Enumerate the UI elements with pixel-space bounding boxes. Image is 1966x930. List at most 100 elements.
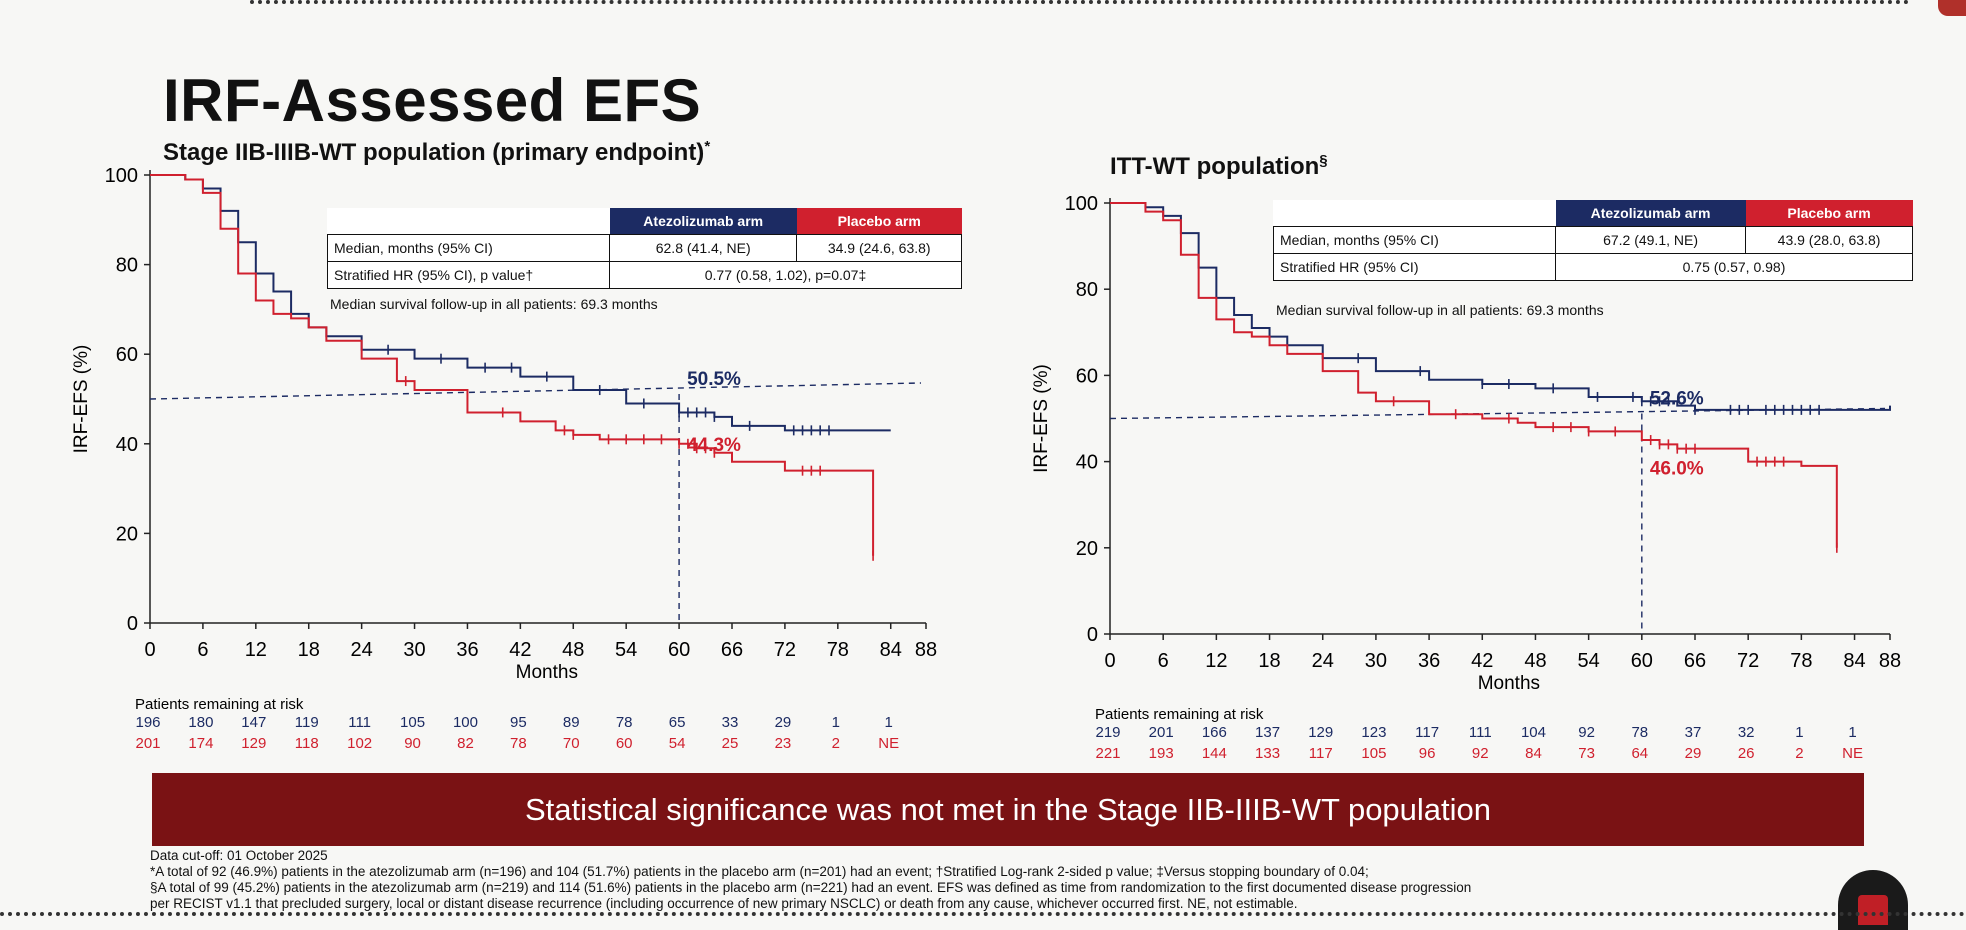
p0-at-risk-placebo-8: 70 — [563, 735, 580, 752]
p0-at-risk-atezo-7: 95 — [510, 714, 527, 731]
right-table-hr-label: Stratified HR (95% CI) — [1273, 253, 1556, 281]
p0-at-risk-atezo-4: 111 — [348, 714, 371, 731]
significance-banner: Statistical significance was not met in … — [152, 773, 1864, 846]
p0-y-axis-label: IRF-EFS (%) — [71, 345, 92, 454]
p1-at-risk-atezo-1: 201 — [1149, 724, 1174, 741]
p1-y-tick-label-60: 60 — [1076, 365, 1098, 387]
p0-at-risk-atezo-10: 65 — [669, 714, 686, 731]
right-table-placebo-header: Placebo arm — [1745, 200, 1913, 227]
p1-y-tick-label-80: 80 — [1076, 279, 1098, 301]
p0-x-tick-label-84: 84 — [880, 639, 902, 661]
p1-x-tick-label-42: 42 — [1471, 650, 1493, 672]
p0-median-ref-line — [149, 382, 922, 400]
right-table-median-placebo: 43.9 (28.0, 63.8) — [1745, 226, 1913, 254]
p0-x-tick-label-66: 66 — [721, 639, 743, 661]
footnote-datacut: Data cut-off: 01 October 2025 — [150, 848, 328, 863]
p1-at-risk-placebo-11: 29 — [1685, 745, 1702, 762]
p0-at-risk-placebo-11: 25 — [722, 735, 739, 752]
p1-median-ref-line — [1109, 407, 1886, 420]
p0-x-tick-label-48: 48 — [562, 639, 584, 661]
p0-x-tick-label-0: 0 — [144, 639, 155, 661]
p1-at-risk-atezo-5: 123 — [1361, 724, 1386, 741]
right-table-median-label: Median, months (95% CI) — [1273, 226, 1556, 254]
p0-placebo-curve — [150, 174, 875, 556]
p0-y-tick-label-40: 40 — [116, 434, 138, 456]
p0-x-tick-label-36: 36 — [456, 639, 478, 661]
p1-at-risk-atezo-7: 111 — [1469, 724, 1492, 741]
p1-x-tick-label-84: 84 — [1843, 650, 1865, 672]
p0-y-tick-label-0: 0 — [127, 613, 138, 635]
left-subtitle-mark: * — [704, 138, 711, 155]
p0-at-risk-atezo-1: 180 — [188, 714, 213, 731]
p1-at-risk-atezo-12: 32 — [1738, 724, 1755, 741]
left-subtitle-text: Stage IIB-IIIB-WT population (primary en… — [163, 139, 705, 166]
p0-placebo-60-label: 44.3% — [687, 435, 741, 456]
slide-title: IRF-Assessed EFS — [163, 67, 702, 134]
p1-x-tick-label-0: 0 — [1104, 650, 1115, 672]
p1-at-risk-label: Patients remaining at risk — [1095, 706, 1264, 723]
p1-at-risk-atezo-11: 37 — [1685, 724, 1702, 741]
left-table-hr-label: Stratified HR (95% CI), p value† — [327, 261, 610, 289]
p0-at-risk-placebo-0: 201 — [135, 735, 160, 752]
p1-y-tick-label-20: 20 — [1076, 538, 1098, 560]
p1-at-risk-placebo-5: 105 — [1361, 745, 1386, 762]
right-subtitle-mark: § — [1319, 152, 1328, 169]
p0-at-risk-atezo-0: 196 — [135, 714, 160, 731]
left-table-median-atezo: 62.8 (41.4, NE) — [608, 234, 798, 262]
p1-at-risk-placebo-10: 64 — [1631, 745, 1648, 762]
p0-x-tick-label-78: 78 — [827, 639, 849, 661]
p0-at-risk-placebo-14: NE — [878, 735, 899, 752]
p0-y-tick-label-100: 100 — [105, 165, 138, 187]
p0-x-tick-label-42: 42 — [509, 639, 531, 661]
p1-x-tick-label-24: 24 — [1312, 650, 1334, 672]
p1-at-risk-placebo-6: 96 — [1419, 745, 1436, 762]
p1-at-risk-placebo-0: 221 — [1095, 745, 1120, 762]
p0-at-risk-placebo-10: 54 — [669, 735, 686, 752]
p1-at-risk-atezo-9: 92 — [1578, 724, 1595, 741]
left-table-median-label: Median, months (95% CI) — [327, 234, 610, 262]
p1-at-risk-atezo-4: 129 — [1308, 724, 1333, 741]
p0-at-risk-atezo-5: 105 — [400, 714, 425, 731]
right-followup: Median survival follow-up in all patient… — [1276, 302, 1604, 318]
p1-y-tick-label-100: 100 — [1065, 193, 1098, 215]
p0-at-risk-placebo-3: 118 — [295, 735, 319, 752]
left-table-median-placebo: 34.9 (24.6, 63.8) — [796, 234, 962, 262]
p0-at-risk-placebo-5: 90 — [404, 735, 421, 752]
p1-atezo-60-label: 52.6% — [1650, 389, 1704, 410]
p1-x-tick-label-72: 72 — [1737, 650, 1759, 672]
bottom-dotted-border — [0, 912, 1966, 920]
p0-x-axis-label: Months — [516, 662, 578, 683]
footnotes: Data cut-off: 01 October 2025 *A total o… — [150, 848, 1800, 912]
p0-at-risk-atezo-11: 33 — [722, 714, 739, 731]
p0-at-risk-label: Patients remaining at risk — [135, 696, 304, 713]
p0-x-tick-label-72: 72 — [774, 639, 796, 661]
right-table-median-atezo: 67.2 (49.1, NE) — [1554, 226, 1747, 254]
p1-at-risk-atezo-6: 117 — [1415, 724, 1439, 741]
p0-at-risk-atezo-6: 100 — [453, 714, 478, 731]
presenter-avatar-shirt — [1858, 895, 1888, 925]
right-panel-subtitle: ITT-WT population§ — [1110, 152, 1328, 181]
p0-at-risk-atezo-8: 89 — [563, 714, 580, 731]
p1-atezo-curve — [1110, 202, 1891, 411]
p0-at-risk-atezo-2: 147 — [241, 714, 266, 731]
p0-x-tick-label-12: 12 — [245, 639, 267, 661]
p1-at-risk-placebo-1: 193 — [1149, 745, 1174, 762]
p0-atezo-60-label: 50.5% — [687, 369, 741, 390]
p0-at-risk-atezo-14: 1 — [885, 714, 893, 731]
right-hr-table: Atezolizumab arm Placebo arm Median, mon… — [1273, 200, 1913, 281]
p1-at-risk-placebo-3: 133 — [1255, 745, 1280, 762]
footnote-2: §A total of 99 (45.2%) patients in the a… — [150, 880, 1472, 895]
p0-at-risk-placebo-6: 82 — [457, 735, 474, 752]
p1-x-tick-label-66: 66 — [1684, 650, 1706, 672]
p0-at-risk-atezo-13: 1 — [832, 714, 840, 731]
p1-x-tick-label-48: 48 — [1524, 650, 1546, 672]
p0-x-tick-label-24: 24 — [351, 639, 373, 661]
p1-at-risk-atezo-13: 1 — [1795, 724, 1803, 741]
p0-at-risk-placebo-2: 129 — [241, 735, 266, 752]
p0-at-risk-placebo-13: 2 — [832, 735, 840, 752]
p0-x-tick-label-18: 18 — [298, 639, 320, 661]
p0-x-tick-label-6: 6 — [197, 639, 208, 661]
p0-at-risk-atezo-9: 78 — [616, 714, 633, 731]
left-followup: Median survival follow-up in all patient… — [330, 296, 658, 312]
